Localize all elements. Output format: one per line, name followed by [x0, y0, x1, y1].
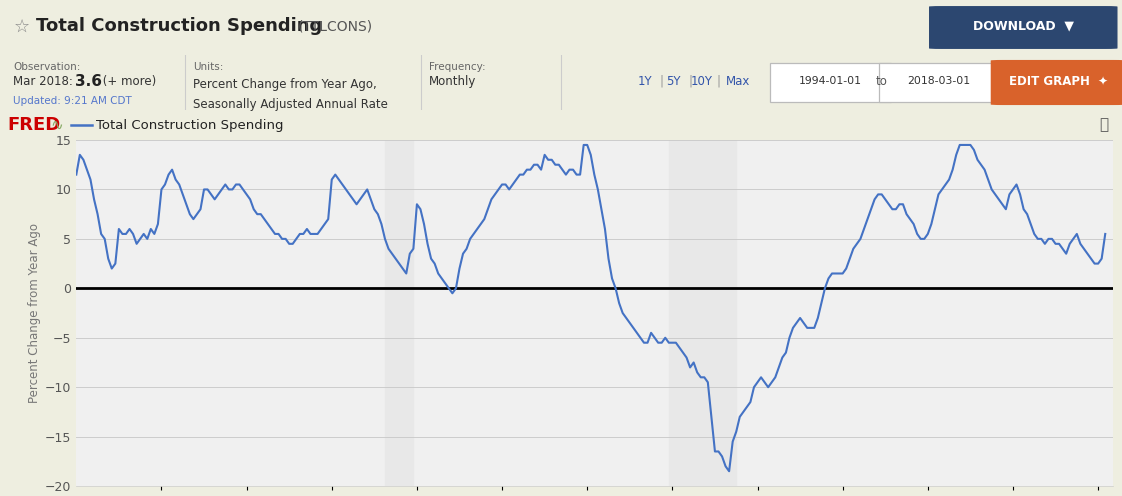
Text: 1994-01-01: 1994-01-01 — [799, 76, 862, 86]
Text: 10Y: 10Y — [690, 75, 712, 88]
Text: Total Construction Spending: Total Construction Spending — [36, 17, 322, 35]
Text: DOWNLOAD  ▼: DOWNLOAD ▼ — [973, 20, 1074, 33]
Text: Percent Change from Year Ago,: Percent Change from Year Ago, — [193, 78, 377, 91]
Text: EDIT GRAPH  ✦: EDIT GRAPH ✦ — [1009, 75, 1107, 88]
Text: 3.6: 3.6 — [75, 74, 102, 89]
Text: Frequency:: Frequency: — [429, 62, 485, 71]
Text: |: | — [688, 75, 692, 88]
Text: ∿: ∿ — [50, 118, 63, 132]
Text: Updated: 9:21 AM CDT: Updated: 9:21 AM CDT — [13, 96, 132, 106]
FancyBboxPatch shape — [770, 62, 891, 102]
Text: Units:: Units: — [193, 62, 223, 71]
Y-axis label: Percent Change from Year Ago: Percent Change from Year Ago — [28, 223, 40, 403]
Text: Observation:: Observation: — [13, 62, 81, 71]
Text: (TTLCONS): (TTLCONS) — [297, 19, 373, 33]
Text: ☆: ☆ — [13, 17, 29, 35]
Text: ⤢: ⤢ — [1100, 118, 1109, 132]
Text: |: | — [660, 75, 664, 88]
Text: Seasonally Adjusted Annual Rate: Seasonally Adjusted Annual Rate — [193, 98, 388, 111]
Text: FRED: FRED — [8, 116, 61, 134]
Text: 5Y: 5Y — [666, 75, 680, 88]
Text: (+ more): (+ more) — [99, 75, 156, 88]
Bar — [669, 140, 736, 486]
FancyBboxPatch shape — [991, 60, 1122, 105]
FancyBboxPatch shape — [929, 6, 1118, 49]
Text: Max: Max — [726, 75, 751, 88]
Text: Monthly: Monthly — [429, 75, 476, 88]
Text: Mar 2018:: Mar 2018: — [13, 75, 77, 88]
Bar — [385, 140, 414, 486]
Text: 1Y: 1Y — [637, 75, 653, 88]
Text: 2018-03-01: 2018-03-01 — [908, 76, 971, 86]
Text: to: to — [876, 75, 888, 88]
Text: |: | — [716, 75, 720, 88]
FancyBboxPatch shape — [879, 62, 1000, 102]
Text: Total Construction Spending: Total Construction Spending — [96, 119, 284, 131]
